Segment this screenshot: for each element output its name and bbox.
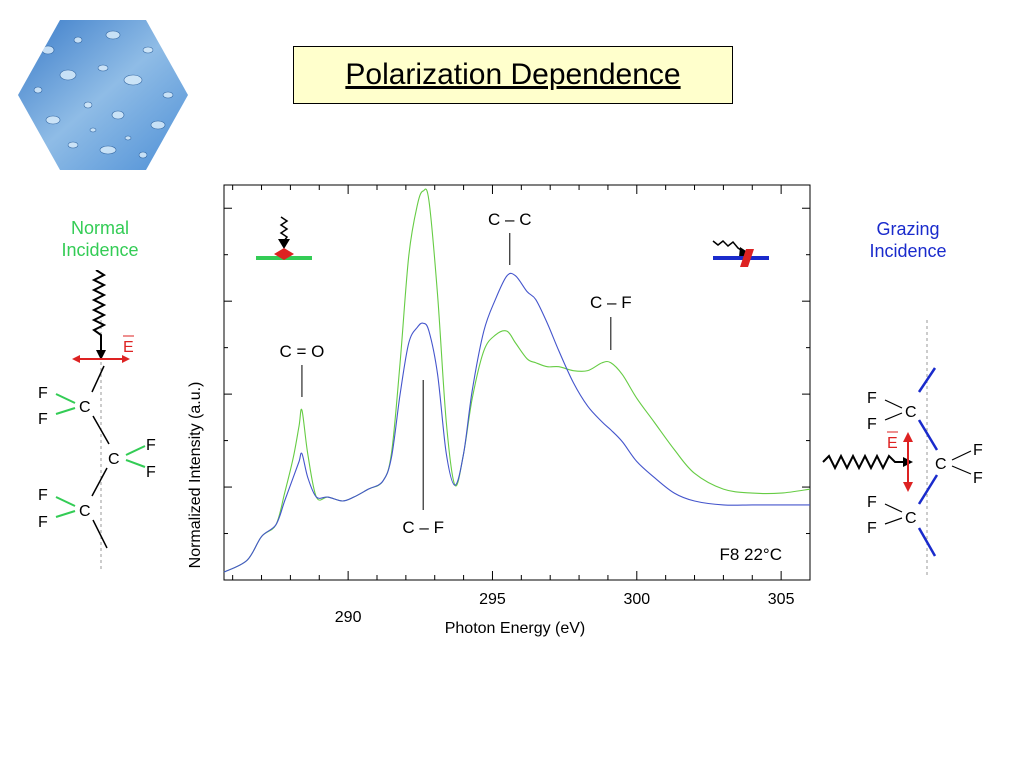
grazing-incidence-diagram: E C F F C F F C F F (822, 320, 983, 575)
photon-wave-icon (822, 453, 905, 471)
carbon-1: C (79, 399, 91, 416)
backbone-bond-blue (917, 367, 937, 393)
normal-incidence-diagram: E C F F C F F C F F (38, 270, 156, 570)
cf-bond-green (125, 445, 146, 456)
carbon-2: C (935, 456, 947, 473)
e-field-label-left: E (123, 339, 134, 356)
y-axis-title: Normalized Intensity (a.u.) (187, 382, 204, 569)
water-droplets-logo (18, 20, 188, 170)
fluorine-2b: F (973, 470, 983, 487)
sample-label: F8 22°C (719, 545, 782, 564)
axis-ticks: 290 295 300 305 (224, 185, 811, 626)
e-field-arrow-left-icon (72, 355, 80, 363)
cf-bond-green (55, 496, 76, 507)
annotation-layer: C = O C – F C – C C – F (280, 210, 632, 537)
fluorine-1b: F (867, 416, 877, 433)
carbon-2: C (108, 451, 120, 468)
fluorine-2a: F (146, 437, 156, 454)
cf-bond (951, 465, 972, 475)
bond-line (92, 519, 108, 549)
normal-incidence-line2: Incidence (61, 240, 139, 260)
photon-arrowhead-icon (96, 350, 106, 360)
carbon-1: C (905, 404, 917, 421)
x-tick-label: 295 (479, 591, 506, 608)
grazing-incidence-line2: Incidence (869, 241, 947, 261)
peak-label: C – C (488, 210, 531, 229)
carbon-3: C (79, 503, 91, 520)
x-tick-label: 305 (768, 591, 795, 608)
fluorine-1b: F (38, 411, 48, 428)
grazing-incidence-line1: Grazing (876, 219, 940, 239)
cf-bond (884, 517, 903, 525)
title-box: Polarization Dependence (293, 46, 733, 104)
fluorine-3a: F (38, 487, 48, 504)
cf-bond (884, 399, 903, 409)
peak-label: C = O (280, 342, 325, 361)
cf-bond (884, 503, 903, 513)
normal-incidence-inset-icon (256, 216, 312, 260)
bond-line (91, 467, 108, 497)
peak-label: C – F (402, 518, 444, 537)
grazing-incidence-inset-icon (712, 239, 769, 267)
x-axis-title: Photon Energy (eV) (445, 620, 586, 637)
grazing-incidence-label: Grazing Incidence (848, 218, 968, 262)
e-field-arrow-down-icon (903, 482, 913, 492)
plot-frame (223, 184, 811, 581)
series-layer (223, 188, 811, 573)
fluorine-2b: F (146, 464, 156, 481)
peak-label: C – F (590, 293, 632, 312)
cf-bond-green (55, 510, 76, 518)
cf-bond-green (55, 393, 76, 404)
normal-incidence-label: Normal Incidence (40, 217, 160, 261)
cf-bond-green (55, 407, 76, 415)
fluorine-3b: F (38, 514, 48, 531)
bond-line (91, 365, 105, 393)
fluorine-3a: F (867, 494, 877, 511)
series-line-1 (223, 188, 811, 573)
backbone-bond-blue (917, 474, 939, 505)
fluorine-3b: F (867, 520, 877, 537)
series-line-2 (223, 272, 810, 573)
fluorine-1a: F (867, 390, 877, 407)
cf-bond-green (125, 459, 146, 468)
x-tick-label: 290 (335, 609, 362, 626)
nexafs-chart: 290 295 300 305 C = O C – F C – C C – F Photon… (187, 184, 811, 637)
e-field-arrow-right-icon (122, 355, 130, 363)
bond-line (92, 415, 110, 445)
backbone-bond-blue (917, 527, 937, 557)
normal-incidence-line1: Normal (70, 218, 129, 238)
backbone-bond-blue (917, 419, 939, 451)
fluorine-2a: F (973, 442, 983, 459)
e-field-arrow-up-icon (903, 432, 913, 442)
photon-wave-icon (91, 270, 107, 352)
carbon-3: C (905, 510, 917, 527)
cf-bond (884, 412, 903, 421)
x-tick-label: 300 (623, 591, 650, 608)
fluorine-1a: F (38, 385, 48, 402)
cf-bond (951, 450, 972, 461)
plot-border (223, 184, 811, 581)
e-field-label-right: E (887, 435, 898, 452)
page-title: Polarization Dependence (345, 58, 681, 91)
